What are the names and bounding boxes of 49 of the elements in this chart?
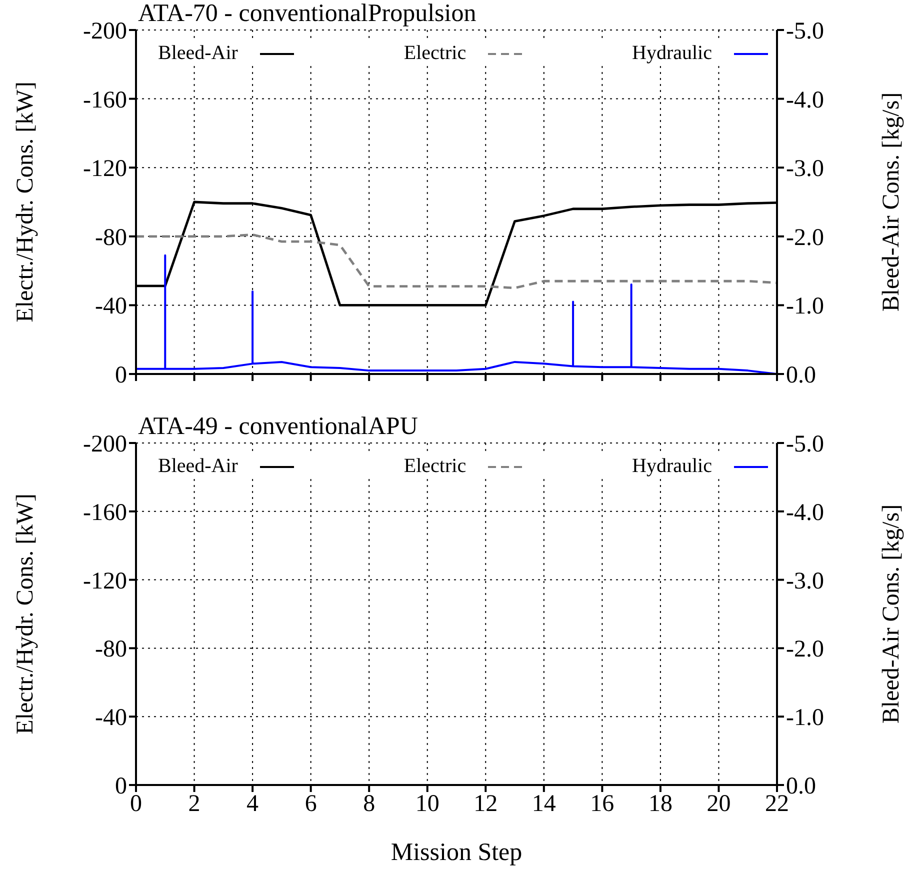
y-tick-label: 0 bbox=[115, 774, 127, 800]
y2-tick-label: -1.0 bbox=[786, 294, 824, 320]
y2-tick-label: -3.0 bbox=[786, 568, 824, 594]
line-series bbox=[136, 233, 777, 290]
legend-label: Electric bbox=[404, 42, 466, 65]
x-tick-label: 14 bbox=[532, 791, 556, 818]
y2-axis-title: Bleed-Air Cons. [kg/s] bbox=[878, 504, 905, 724]
y2-tick-label: 0.0 bbox=[786, 362, 816, 389]
legend-label: Bleed-Air bbox=[158, 455, 238, 478]
y2-tick-label: 0.0 bbox=[786, 774, 816, 800]
legend-label: Hydraulic bbox=[632, 42, 712, 65]
y-tick-label: -80 bbox=[95, 224, 127, 251]
x-tick-label: 12 bbox=[474, 791, 498, 818]
chart-title: ATA-70 - conventionalPropulsion bbox=[138, 0, 476, 28]
y2-tick-label: -2.0 bbox=[786, 636, 824, 663]
x-tick-label: 18 bbox=[648, 791, 672, 818]
x-axis-title: Mission Step bbox=[390, 839, 522, 866]
y-axis-title: Electr./Hydr. Cons. [kW] bbox=[12, 82, 39, 322]
legend-label: Hydraulic bbox=[632, 455, 712, 478]
x-tick-label: 10 bbox=[415, 791, 440, 818]
y2-axis-title: Bleed-Air Cons. [kg/s] bbox=[878, 92, 905, 312]
y2-tick-label: -5.0 bbox=[786, 18, 824, 45]
y-tick-label: 0 bbox=[115, 362, 127, 389]
x-tick-label: 8 bbox=[363, 791, 376, 818]
y2-tick-label: -5.0 bbox=[786, 432, 824, 458]
y-tick-label: -160 bbox=[83, 500, 127, 526]
y-tick-label: -200 bbox=[83, 18, 127, 45]
x-tick-label: 2 bbox=[188, 791, 200, 818]
y-tick-label: -160 bbox=[83, 87, 127, 114]
x-tick-label: 22 bbox=[765, 791, 789, 818]
y-tick-label: -120 bbox=[83, 156, 127, 182]
y-axis-title: Electr./Hydr. Cons. [kW] bbox=[12, 494, 39, 734]
x-tick-label: 6 bbox=[304, 791, 317, 818]
chart-title: ATA-49 - conventionalAPU bbox=[138, 413, 418, 441]
y2-tick-label: -4.0 bbox=[786, 87, 824, 114]
x-tick-label: 16 bbox=[590, 791, 614, 818]
legend-label: Bleed-Air bbox=[158, 42, 238, 65]
y2-tick-label: -1.0 bbox=[786, 705, 824, 732]
y-tick-label: -200 bbox=[83, 432, 127, 458]
y-tick-label: -120 bbox=[83, 568, 127, 594]
y-tick-label: -80 bbox=[95, 636, 127, 663]
x-tick-label: 4 bbox=[246, 791, 259, 818]
y2-tick-label: -4.0 bbox=[786, 500, 824, 526]
y-tick-label: -40 bbox=[95, 294, 127, 320]
x-tick-label: 20 bbox=[706, 791, 731, 818]
y2-tick-label: -3.0 bbox=[786, 156, 824, 182]
legend-label: Electric bbox=[404, 455, 466, 478]
y-tick-label: -40 bbox=[95, 705, 127, 732]
y2-tick-label: -2.0 bbox=[786, 224, 824, 251]
